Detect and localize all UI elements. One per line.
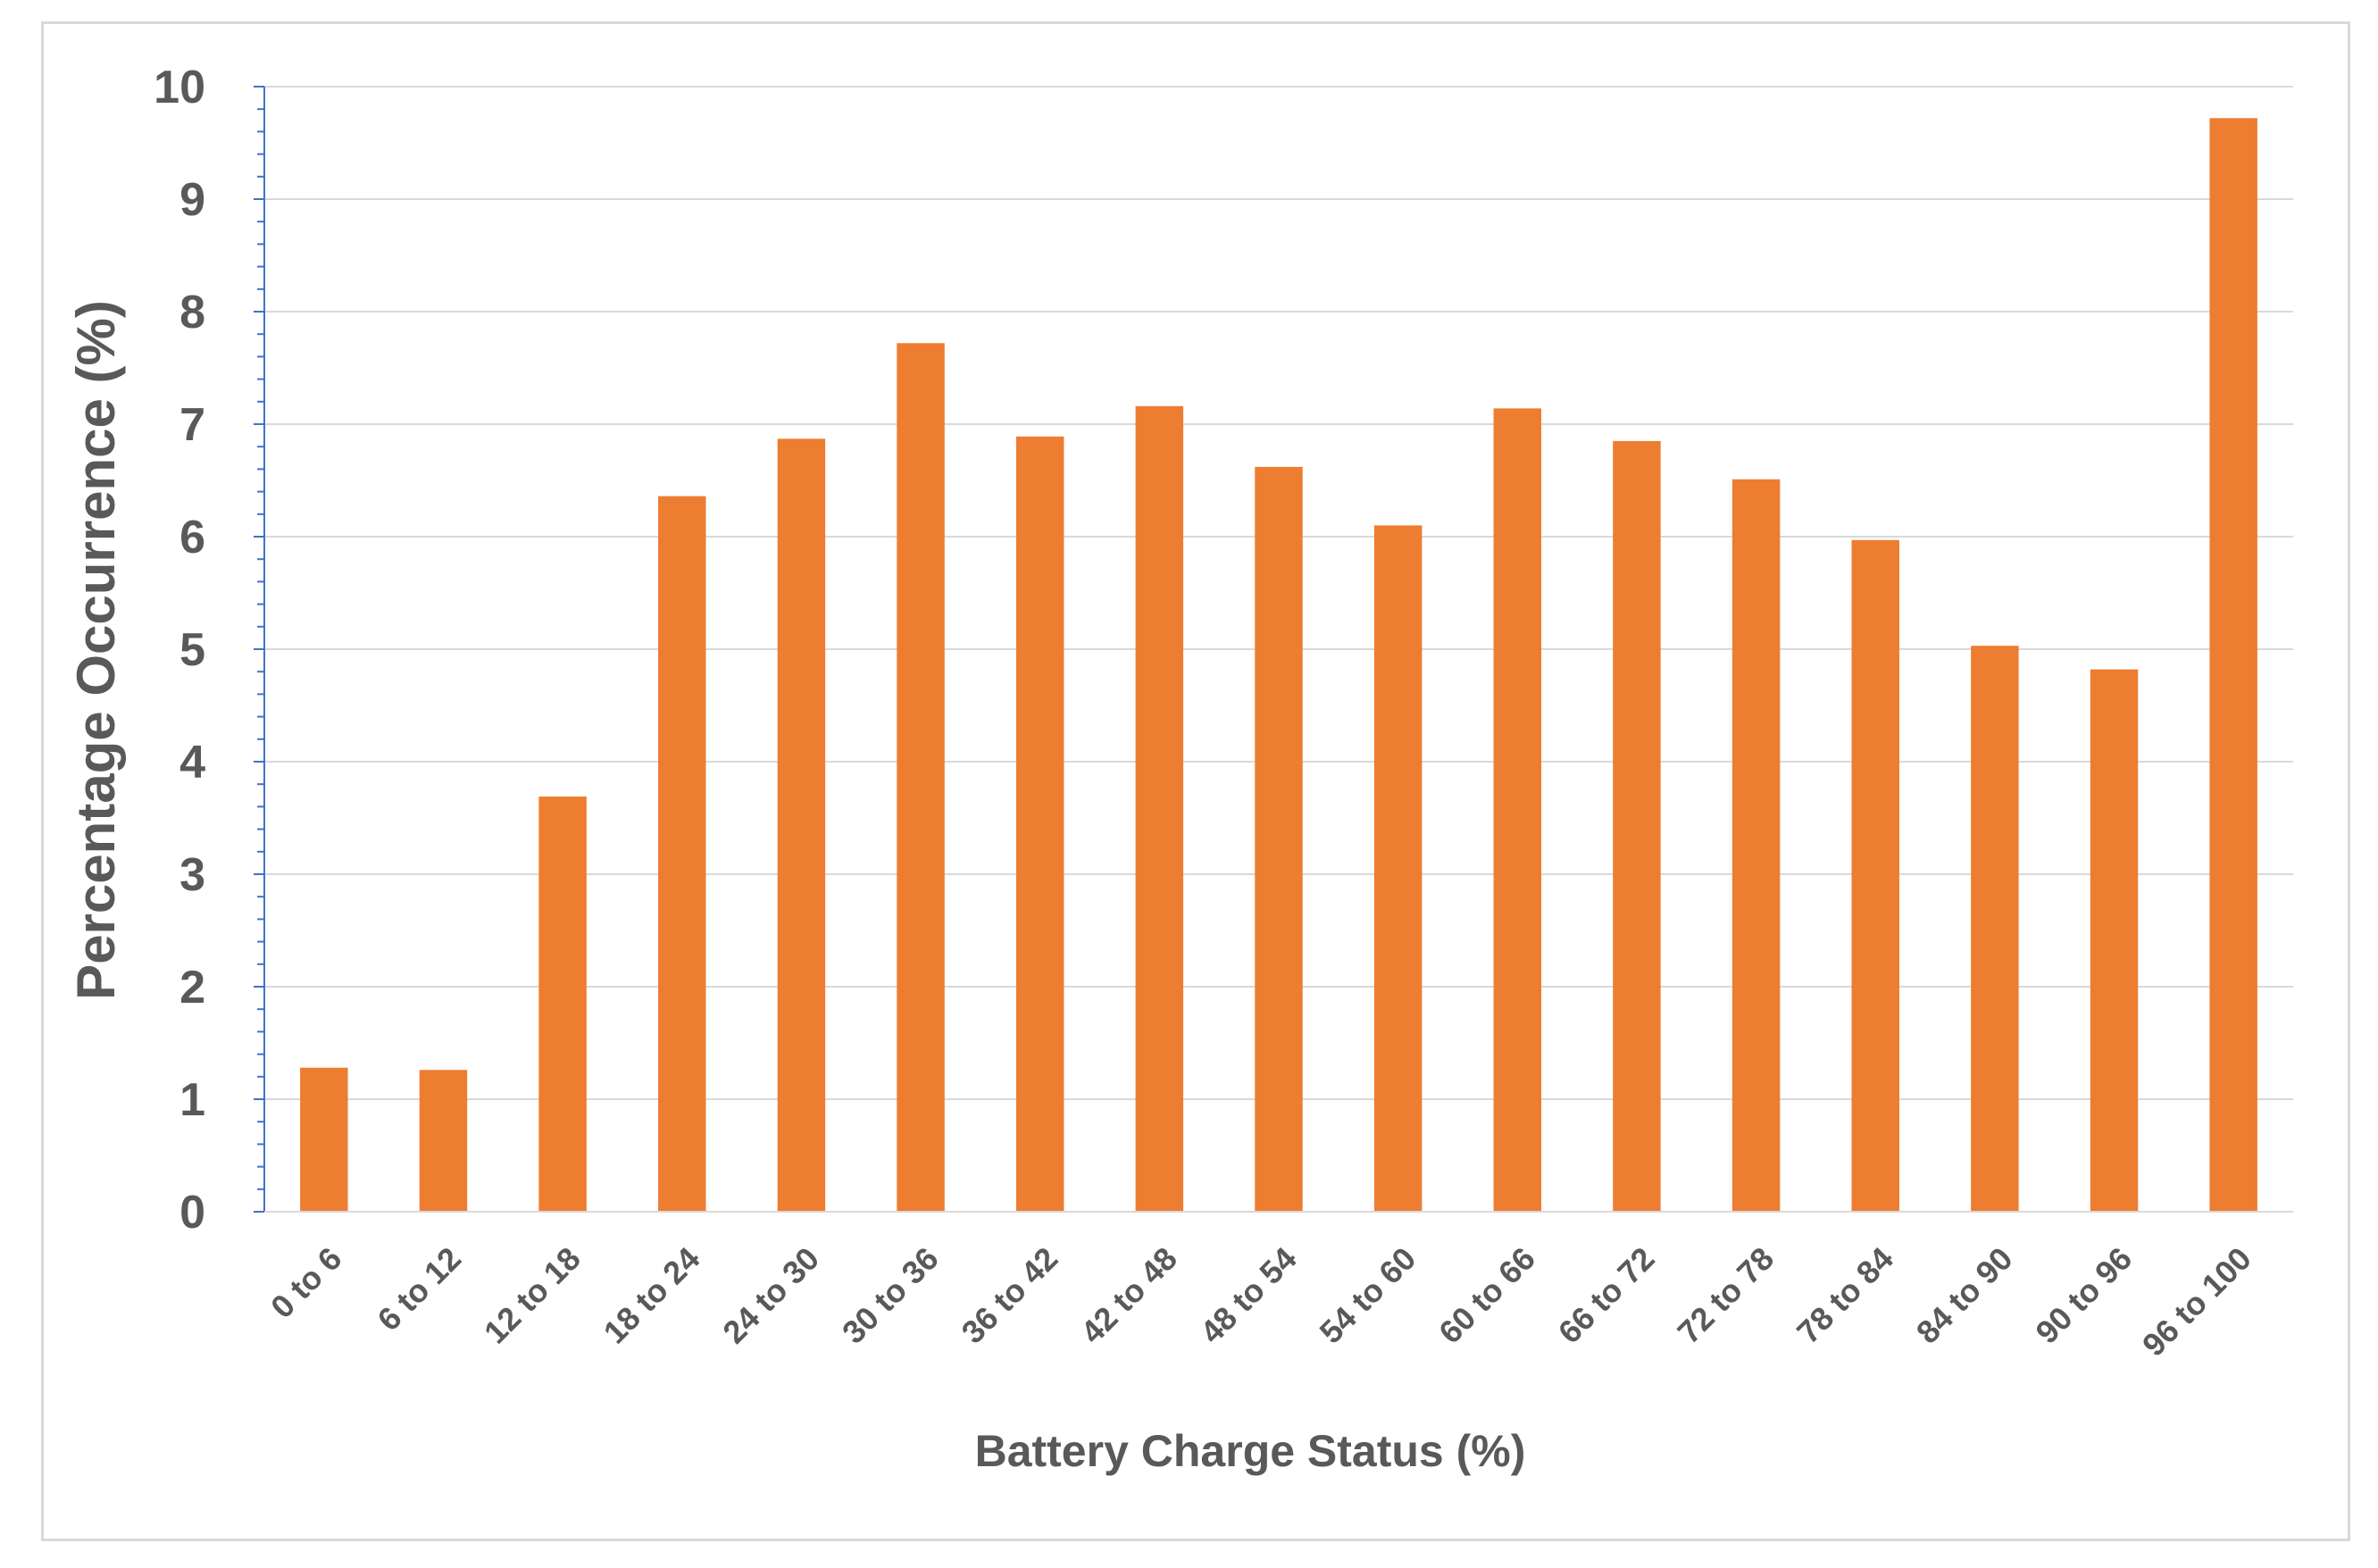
x-tick-label: 30 to 36 <box>835 1240 946 1351</box>
x-tick-labels: 0 to 6 6 to 12 12 to 18 18 to 24 24 to 30 30 … <box>263 1240 2258 1364</box>
x-tick-label: 18 to 24 <box>597 1240 707 1351</box>
bar <box>538 797 587 1212</box>
bar <box>2209 118 2257 1212</box>
y-tick-label: 8 <box>179 287 205 338</box>
y-tick-label: 10 <box>154 62 205 113</box>
bar <box>419 1070 468 1212</box>
y-tick-label: 3 <box>179 849 205 901</box>
x-tick-label: 54 to 60 <box>1313 1240 1423 1351</box>
x-tick-label: 72 to 78 <box>1670 1240 1781 1351</box>
y-ticks: 0 1 2 3 4 5 6 7 8 9 10 <box>154 62 205 1239</box>
x-tick-label: 6 to 12 <box>370 1240 468 1339</box>
bar <box>1613 440 1661 1212</box>
x-tick-label: 12 to 18 <box>477 1240 588 1351</box>
y-axis-title: Percentage Occurrence (%) <box>66 300 126 1000</box>
x-tick-label: 90 to 96 <box>2028 1240 2139 1351</box>
bar <box>1373 525 1423 1212</box>
bar <box>1851 539 1899 1212</box>
y-tick-label: 5 <box>179 624 205 676</box>
x-tick-label: 42 to 48 <box>1073 1240 1184 1351</box>
x-tick-label: 78 to 84 <box>1790 1240 1900 1351</box>
bar <box>1971 646 2019 1212</box>
x-axis-title: Battery Charge Status (%) <box>975 1426 1526 1476</box>
bar <box>777 438 826 1212</box>
x-tick-label: 66 to 72 <box>1551 1240 1662 1351</box>
chart-frame <box>41 21 2350 1541</box>
y-tick-label: 6 <box>179 512 205 563</box>
y-tick-label: 0 <box>179 1187 205 1239</box>
x-tick-label: 36 to 42 <box>955 1240 1065 1351</box>
bars <box>300 118 2257 1213</box>
x-tick-label: 84 to 90 <box>1909 1240 2020 1351</box>
y-tick-label: 1 <box>179 1074 205 1126</box>
x-tick-label: 60 to 66 <box>1431 1240 1542 1351</box>
x-tick-label: 48 to 54 <box>1193 1240 1304 1351</box>
gridlines <box>264 86 2293 1100</box>
bar <box>2090 669 2139 1212</box>
bar <box>1255 466 1303 1212</box>
x-tick-label: 0 to 6 <box>263 1240 348 1325</box>
y-tick-label: 9 <box>179 174 205 226</box>
bar <box>658 496 706 1212</box>
axes <box>254 86 2293 1213</box>
bar <box>300 1067 348 1212</box>
bar <box>1015 436 1064 1212</box>
bar <box>1493 408 1542 1212</box>
bar <box>897 343 945 1212</box>
y-tick-label: 4 <box>179 737 205 788</box>
x-tick-label: 96 to 100 <box>2135 1240 2258 1364</box>
x-tick-label: 24 to 30 <box>715 1240 826 1351</box>
bar <box>1731 479 1781 1212</box>
y-tick-label: 7 <box>179 399 205 451</box>
y-tick-label: 2 <box>179 962 205 1013</box>
bar <box>1135 405 1184 1213</box>
